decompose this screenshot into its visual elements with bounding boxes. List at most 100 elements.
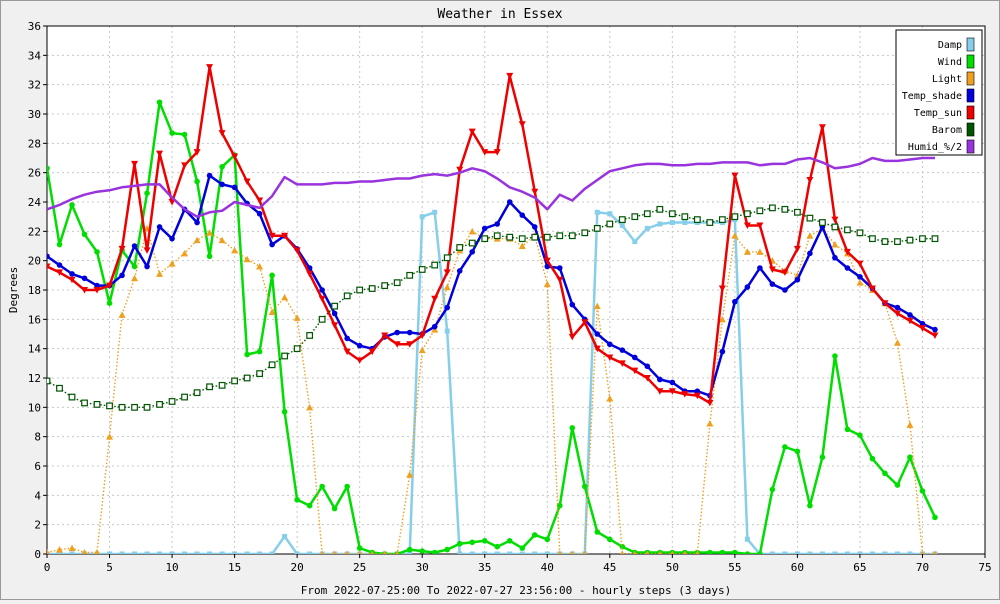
data-point-light [718,315,726,323]
data-point-damp [57,551,63,554]
y-tick-label: 20 [28,255,41,268]
data-point-temp-sun [768,266,776,273]
data-point-temp-shade [56,262,63,268]
data-point-barom [481,235,489,243]
data-point-temp-shade [69,271,75,277]
y-tick-label: 0 [34,548,41,561]
data-point-barom [856,229,864,237]
data-point-barom [743,210,751,218]
data-point-wind [406,546,413,553]
data-point-barom [631,213,639,221]
data-point-damp [594,209,600,215]
data-point-damp [782,551,788,554]
data-point-wind [219,164,225,170]
data-point-barom [406,271,414,279]
data-point-barom [768,204,776,212]
legend: Damp Wind Light Temp_shade Temp_sun Barom Humi… [895,29,983,156]
data-point-temp-shade [907,312,913,318]
legend-label: Wind [938,57,962,68]
y-tick-label: 32 [28,79,41,92]
data-point-wind [782,444,788,450]
data-point-wind [844,426,851,433]
data-point-barom [869,235,876,243]
legend-label: Barom [932,125,962,136]
data-point-light [81,549,88,554]
x-tick-label: 20 [291,561,304,574]
data-point-barom [681,213,689,221]
data-point-barom [718,216,726,224]
data-point-wind [494,543,501,550]
y-tick-label: 24 [28,196,42,209]
data-point-damp [832,551,838,554]
y-tick-label: 26 [28,167,41,180]
x-tick-label: 35 [478,561,491,574]
data-point-wind [907,454,913,461]
data-point-light [268,308,276,315]
data-point-damp [519,551,525,554]
data-point-temp-sun [931,332,939,339]
x-tick-label: 70 [916,561,929,574]
data-point-temp-sun [581,319,589,326]
series-temp-sun [47,64,939,407]
data-point-temp-shade [156,224,163,230]
series-temp-shade [47,172,938,399]
data-point-barom [493,232,501,240]
data-point-light [418,346,426,354]
y-tick-label: 18 [28,284,41,297]
y-tick-label: 28 [28,137,41,150]
data-point-temp-shade [807,250,813,257]
data-point-barom [894,238,901,246]
data-point-temp-sun [906,317,914,325]
data-point-damp [107,551,113,554]
data-point-light [256,263,264,270]
data-point-temp-sun [406,341,414,348]
data-point-temp-sun [431,295,439,303]
data-point-damp [119,551,125,554]
grid-lines [47,26,985,554]
data-point-barom [343,292,351,300]
data-point-temp-shade [594,331,601,337]
data-point-temp-shade [219,181,225,188]
legend-label: Damp [938,40,962,51]
series-line-humid-2 [47,156,935,218]
data-point-wind [331,505,338,512]
data-point-temp-shade [81,275,88,282]
data-point-temp-sun [131,160,139,168]
data-point-temp-sun [281,232,289,240]
data-point-temp-shade [119,272,125,279]
data-point-wind [469,539,476,546]
data-point-temp-sun [193,149,201,156]
data-point-wind [306,502,313,509]
data-point-wind [294,496,300,503]
data-point-temp-shade [269,241,275,248]
data-point-barom [693,216,701,224]
data-point-damp [669,220,675,226]
data-point-damp [857,551,863,554]
data-point-light [670,550,675,554]
data-point-temp-sun [468,128,476,136]
data-point-temp-sun [681,391,689,398]
y-tick-label: 34 [28,49,42,62]
data-point-barom [931,235,939,243]
x-tick-label: 65 [853,561,866,574]
data-point-barom [844,226,851,234]
data-point-light [332,550,337,554]
data-point-temp-shade [932,326,938,333]
y-tick-label: 30 [28,108,41,121]
data-point-wind [757,551,763,554]
data-point-wind [156,99,163,106]
data-point-barom [581,229,589,237]
data-point-barom [318,315,326,323]
data-point-temp-shade [632,354,638,361]
data-point-temp-shade [719,348,726,355]
series-humid-2 [47,156,935,218]
data-point-temp-shade [194,219,200,226]
data-point-barom [919,235,926,243]
data-point-light [518,242,526,249]
data-point-barom [431,261,439,269]
data-point-barom [819,219,826,226]
data-point-temp-shade [344,335,350,342]
data-point-barom [68,393,76,401]
